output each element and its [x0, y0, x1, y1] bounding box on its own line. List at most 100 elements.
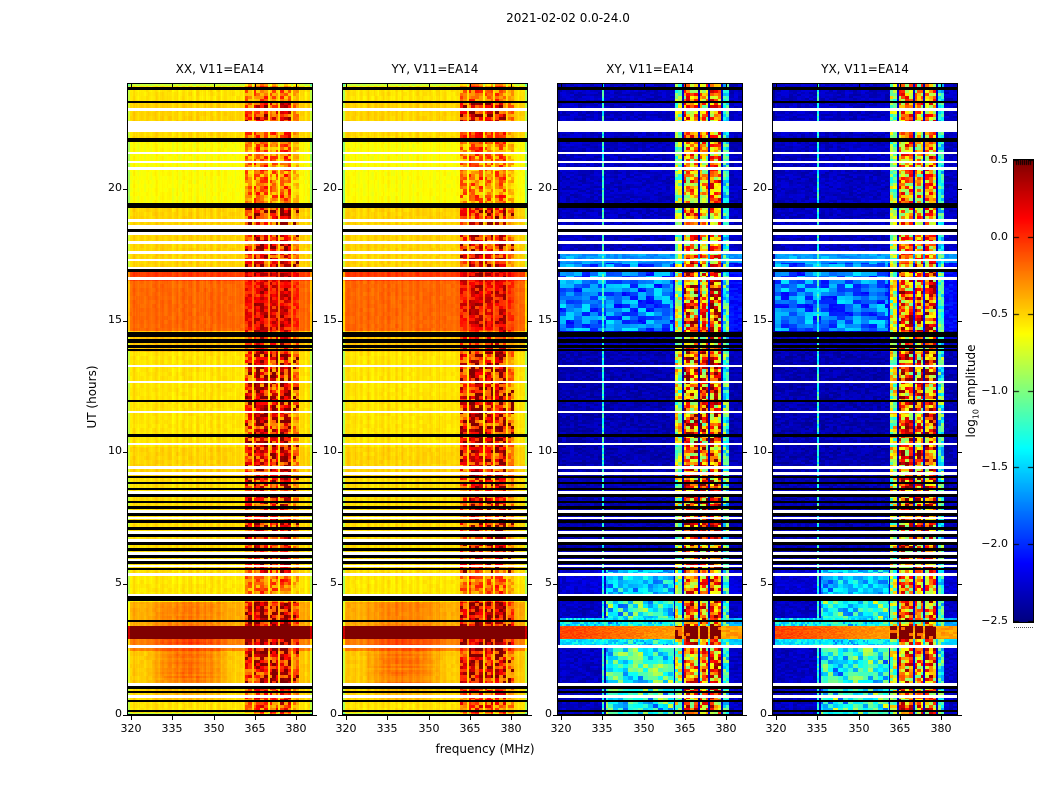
y-tick-mark-right	[958, 189, 962, 190]
x-tick-mark	[511, 716, 512, 720]
y-tick-label: 15	[323, 313, 337, 326]
x-tick-mark-top	[900, 84, 901, 88]
y-tick-label: 15	[538, 313, 552, 326]
x-tick-label: 365	[459, 722, 481, 735]
panel-title-yy: YY, V11=EA14	[391, 62, 479, 76]
y-tick-mark-right	[528, 584, 532, 585]
x-tick-mark	[429, 716, 430, 720]
y-tick-mark-right	[313, 584, 317, 585]
x-tick-mark-top	[296, 84, 297, 88]
x-tick-mark	[172, 716, 173, 720]
y-tick-mark	[553, 321, 557, 322]
x-tick-mark	[900, 716, 901, 720]
y-tick-mark-right	[958, 715, 962, 716]
x-tick-mark-top	[387, 84, 388, 88]
y-tick-label: 15	[753, 313, 767, 326]
x-tick-mark	[776, 716, 777, 720]
spectrogram-canvas-xx	[127, 83, 313, 716]
x-tick-mark-top	[817, 84, 818, 88]
panel-title-xx: XX, V11=EA14	[175, 62, 265, 76]
x-axis-label: frequency (MHz)	[435, 742, 535, 756]
x-tick-mark	[685, 716, 686, 720]
y-tick-mark	[123, 715, 127, 716]
y-tick-mark-right	[528, 321, 532, 322]
x-tick-mark-top	[131, 84, 132, 88]
spectrogram-canvas-xy	[557, 83, 743, 716]
x-tick-mark	[941, 716, 942, 720]
x-tick-mark-top	[941, 84, 942, 88]
colorbar-tick-label: −2.5	[981, 614, 1008, 627]
x-tick-label: 365	[244, 722, 266, 735]
y-tick-mark-right	[958, 452, 962, 453]
y-tick-mark-right	[743, 321, 747, 322]
y-tick-label: 5	[330, 576, 337, 589]
y-tick-mark	[338, 452, 342, 453]
colorbar-tick-label: 0.0	[990, 230, 1009, 243]
x-tick-mark-top	[470, 84, 471, 88]
x-tick-label: 320	[765, 722, 787, 735]
x-tick-mark-top	[561, 84, 562, 88]
y-tick-mark	[553, 715, 557, 716]
y-tick-label: 10	[323, 444, 337, 457]
x-tick-mark-top	[685, 84, 686, 88]
y-tick-mark	[553, 452, 557, 453]
x-tick-label: 350	[418, 722, 440, 735]
x-tick-label: 380	[715, 722, 737, 735]
x-tick-label: 350	[848, 722, 870, 735]
y-tick-label: 10	[538, 444, 552, 457]
colorbar-tick-label: 0.5	[990, 153, 1009, 166]
y-tick-mark-right	[958, 321, 962, 322]
y-tick-label: 20	[323, 181, 337, 194]
x-tick-mark-top	[511, 84, 512, 88]
spectrogram-canvas-yy	[342, 83, 528, 716]
x-tick-mark	[602, 716, 603, 720]
spectrogram-canvas-yx	[772, 83, 958, 716]
x-tick-mark	[255, 716, 256, 720]
x-tick-mark-top	[859, 84, 860, 88]
panel-yy: YY, V11=EA14 320 335 350 365 380 0 5 10 15 20	[323, 62, 532, 742]
y-tick-label: 20	[538, 181, 552, 194]
y-tick-label: 5	[545, 576, 552, 589]
y-tick-label: 0	[115, 707, 122, 720]
panel-xx: XX, V11=EA14 320 335 350 365 380 0 5 10 15 20	[108, 62, 317, 742]
y-tick-mark-right	[313, 189, 317, 190]
x-tick-label: 380	[500, 722, 522, 735]
x-tick-label: 320	[120, 722, 142, 735]
y-tick-mark	[338, 189, 342, 190]
x-tick-mark-top	[602, 84, 603, 88]
y-tick-mark-right	[313, 715, 317, 716]
x-tick-label: 365	[889, 722, 911, 735]
x-tick-mark	[817, 716, 818, 720]
colorbar-tick-label: −1.0	[981, 384, 1008, 397]
x-tick-mark	[726, 716, 727, 720]
y-tick-mark-right	[313, 321, 317, 322]
x-tick-mark-top	[644, 84, 645, 88]
x-tick-label: 350	[203, 722, 225, 735]
y-tick-mark	[338, 584, 342, 585]
x-tick-mark-top	[346, 84, 347, 88]
x-tick-label: 320	[335, 722, 357, 735]
x-tick-label: 380	[285, 722, 307, 735]
y-tick-label: 20	[108, 181, 122, 194]
panel-title-xy: XY, V11=EA14	[606, 62, 694, 76]
y-tick-mark	[553, 584, 557, 585]
y-tick-mark-right	[743, 452, 747, 453]
x-tick-mark-top	[214, 84, 215, 88]
y-tick-label: 10	[108, 444, 122, 457]
y-tick-label: 10	[753, 444, 767, 457]
x-tick-mark	[296, 716, 297, 720]
x-tick-mark-top	[429, 84, 430, 88]
y-tick-label: 0	[760, 707, 767, 720]
y-tick-mark	[768, 321, 772, 322]
y-tick-label: 15	[108, 313, 122, 326]
x-tick-label: 335	[161, 722, 183, 735]
y-tick-label: 5	[115, 576, 122, 589]
x-tick-mark	[644, 716, 645, 720]
x-tick-label: 320	[550, 722, 572, 735]
x-tick-mark	[859, 716, 860, 720]
y-tick-mark-right	[313, 452, 317, 453]
x-tick-mark	[561, 716, 562, 720]
colorbar-tick-label: −1.5	[981, 460, 1008, 473]
y-tick-mark	[123, 452, 127, 453]
